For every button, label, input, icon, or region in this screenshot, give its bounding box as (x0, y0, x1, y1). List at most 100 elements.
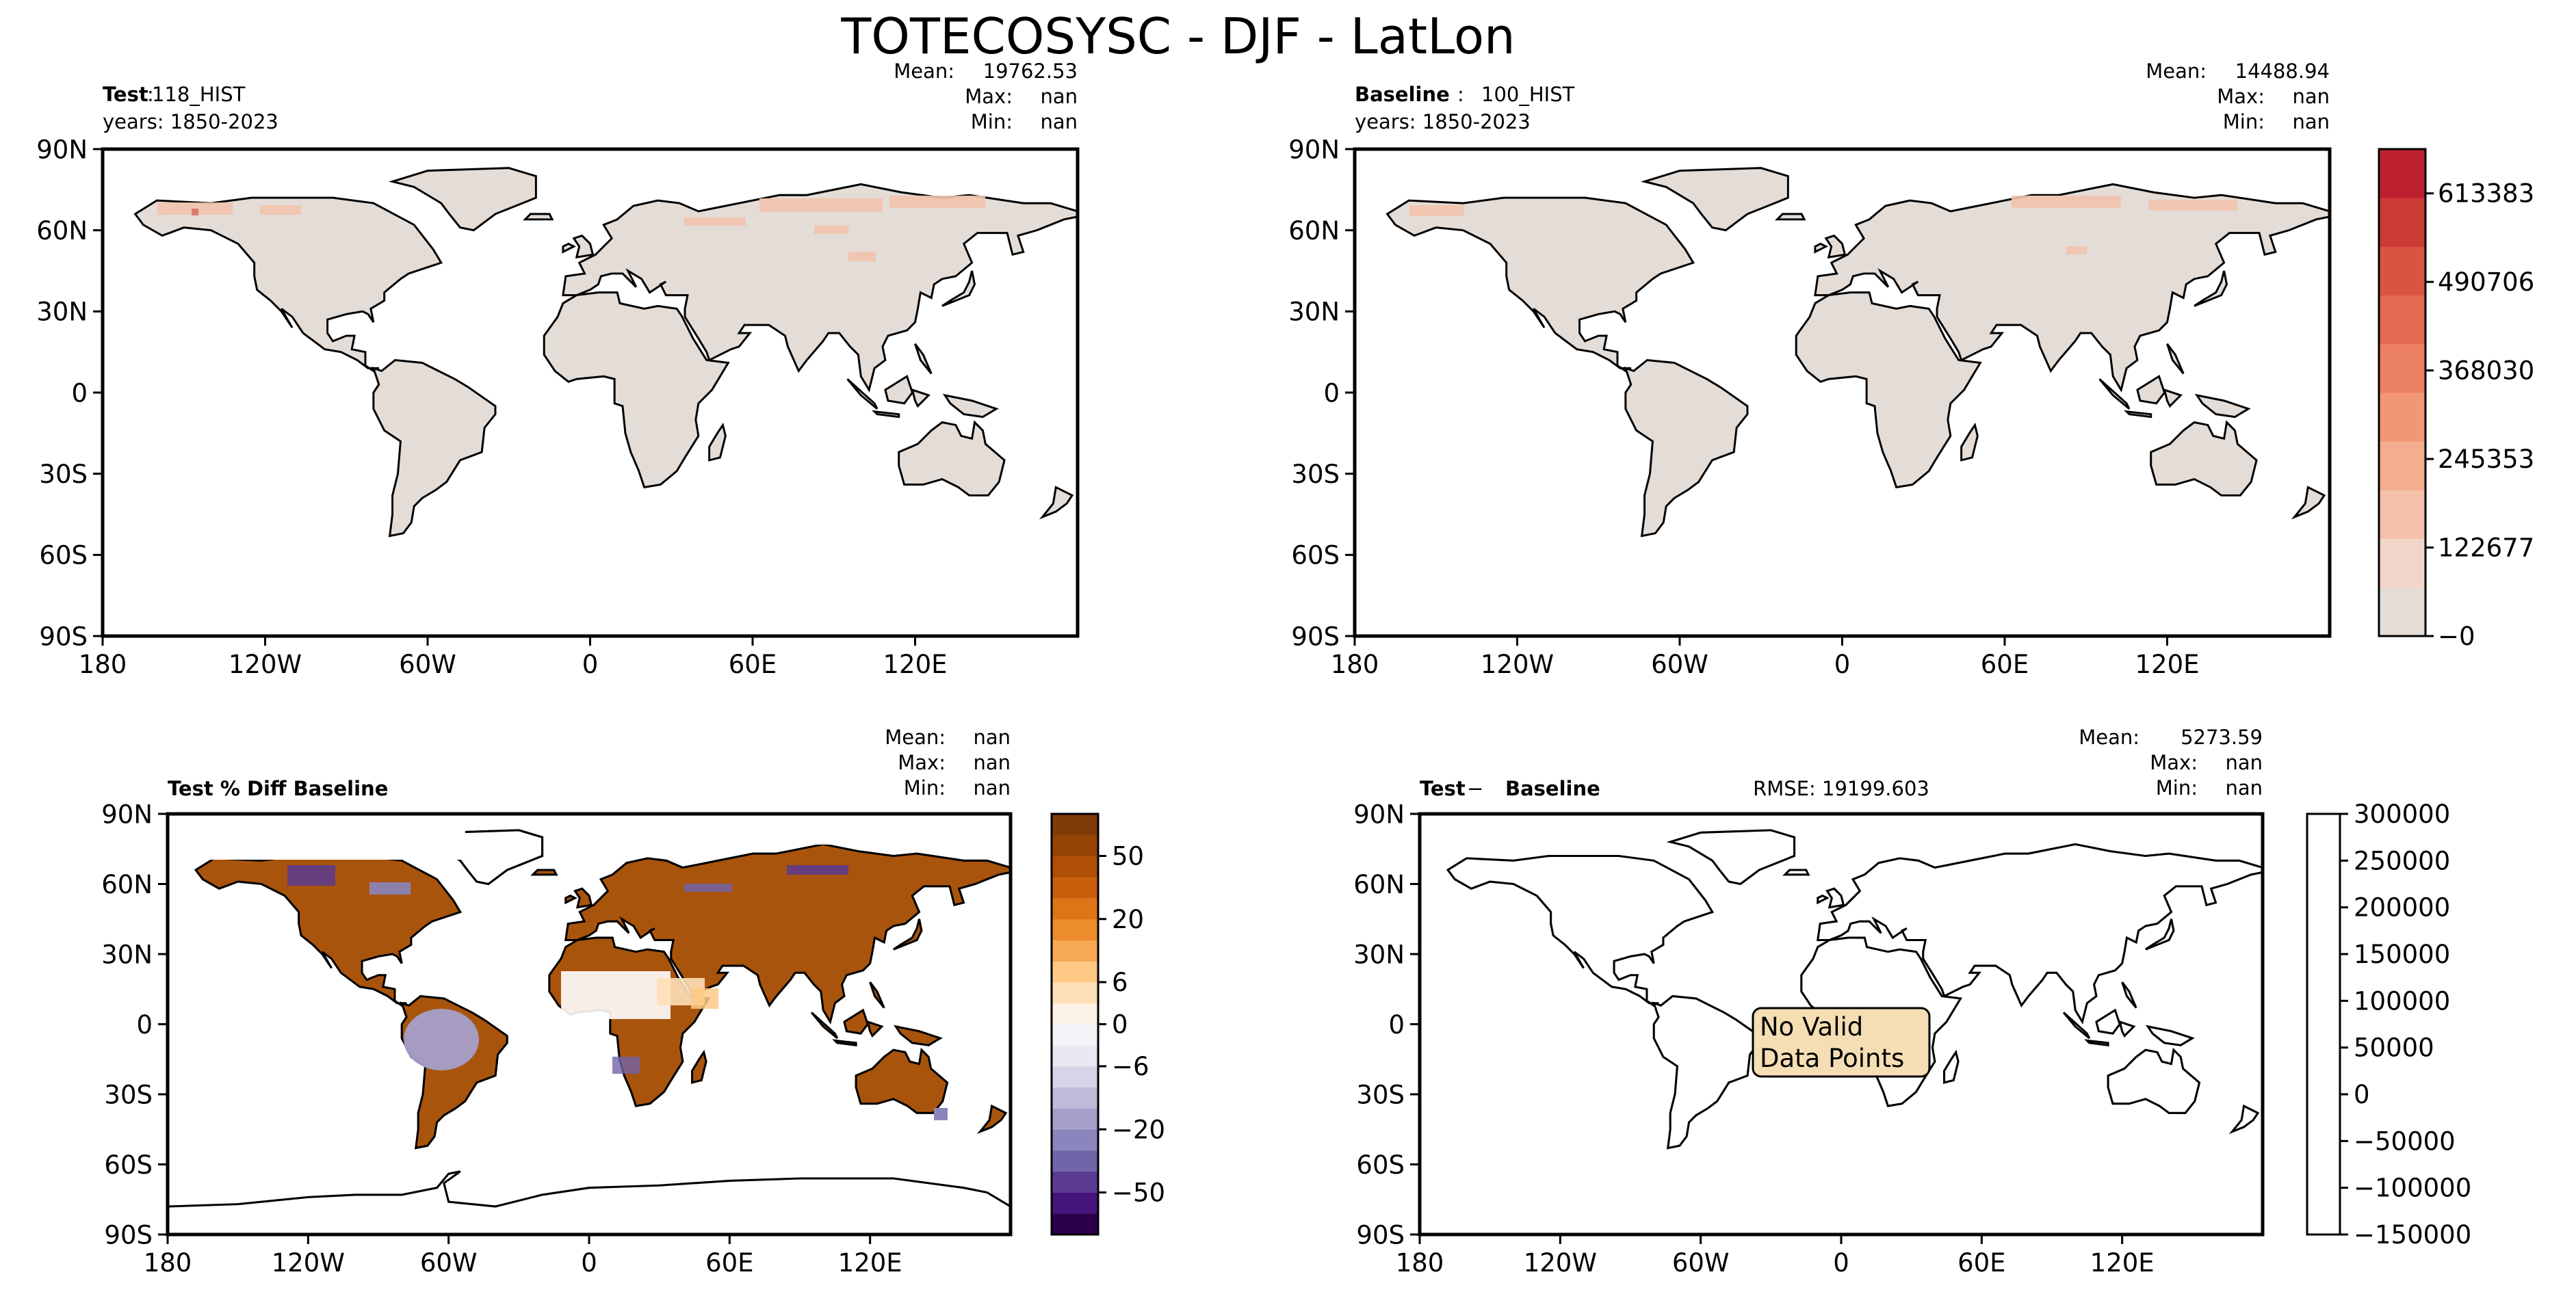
colorbar-segment (2379, 149, 2425, 198)
stat-mean-label: Mean: (894, 60, 954, 83)
colorbar-tick-label: 0 (1112, 1010, 1128, 1040)
x-tick-label: 60W (399, 650, 456, 679)
panel-baseline-ticks: 180 120W 60W 0 60E 120E 90N 60N 30N 0 30S 60S 90S (1288, 135, 2199, 679)
y-tick-label: 30N (101, 940, 153, 969)
colorbar-diff: 300000 250000 200000 150000 100000 50000 0 −500… (2306, 800, 2471, 1250)
colorbar-segment (1052, 1087, 1098, 1109)
panel-diff-label-bold: Test (1420, 777, 1466, 800)
stat-mean-label: Mean: (885, 726, 946, 749)
colorbar-body (2306, 813, 2341, 1236)
x-tick-label: 60E (1957, 1248, 2005, 1278)
colorbar-segment (1052, 1150, 1098, 1172)
svg-text::: : (147, 83, 154, 106)
stat-min-label: Min: (2223, 110, 2265, 133)
y-tick-label: 60N (1288, 216, 1340, 246)
colorbar-tick-label: 490706 (2438, 267, 2534, 297)
colorbar-tick-label: 122677 (2438, 533, 2534, 563)
stat-min-value: nan (1040, 110, 1078, 133)
colorbar-tick-label: 368030 (2438, 356, 2534, 386)
stat-min-label: Min: (2156, 776, 2198, 800)
x-tick-label: 120W (1481, 650, 1554, 679)
panel-diff-label-op: − (1467, 777, 1483, 800)
panel-test-years: years: 1850-2023 (103, 110, 278, 133)
colorbar-tick-label: 6 (1112, 968, 1128, 997)
colorbar-tick-label: 200000 (2354, 893, 2450, 923)
y-tick-label: 60S (104, 1150, 153, 1180)
panel-baseline-land (1385, 166, 2330, 538)
panel-test-label-bold: Test (103, 83, 148, 106)
colorbar-segment (1052, 877, 1098, 899)
panel-test: Test 118_HIST : years: 1850-2023 Mean: 1… (36, 60, 1080, 679)
panel-diff-stats: Mean: 5273.59 Max: nan Min: nan (2079, 726, 2263, 800)
panel-baseline: Baseline : 100_HIST years: 1850-2023 Mea… (1288, 60, 2534, 679)
colorbar-segment (2379, 246, 2425, 296)
x-tick-label: 60W (1651, 650, 1708, 679)
panel-test-ticks: 180 120W 60W 0 60E 120E 90N 60N 30N 0 30S 60S 90S (36, 135, 947, 679)
x-tick-label: 120E (838, 1248, 902, 1278)
y-tick-label: 90S (1291, 622, 1340, 651)
colorbar-tick-label: −100000 (2354, 1174, 2471, 1203)
colorbar-tick-label: −0 (2438, 622, 2475, 651)
colorbar-segment (1052, 1003, 1098, 1025)
x-tick-label: 180 (1396, 1248, 1444, 1278)
x-tick-label: 120E (2135, 650, 2200, 679)
colorbar-tick-label: 100000 (2354, 986, 2450, 1016)
panel-test-highlights (157, 196, 985, 261)
panel-pct-diff-ticks: 180 120W 60W 0 60E 120E 90N 60N 30N 0 30S 60S 90S (101, 800, 902, 1278)
stat-max-value: nan (2225, 751, 2263, 774)
x-tick-label: 120W (229, 650, 302, 679)
y-tick-label: 60S (1356, 1150, 1405, 1180)
no-data-box: No Valid Data Points (1752, 1007, 1931, 1078)
y-tick-label: 30N (1288, 298, 1340, 327)
x-tick-label: 60W (420, 1248, 478, 1278)
y-tick-label: 90N (101, 800, 153, 829)
panel-diff-ticks: 180 120W 60W 0 60E 120E 90N 60N 30N 0 30S 60S 90S (1353, 800, 2154, 1278)
x-tick-label: 120W (1524, 1248, 1597, 1278)
stat-max-label: Max: (2150, 751, 2198, 774)
colorbar-segment (1052, 961, 1098, 983)
colorbar-tick-label: 150000 (2354, 940, 2450, 969)
panel-diff: Test − Baseline RMSE: 19199.603 Mean: 52… (1353, 726, 2471, 1278)
x-tick-label: 60W (1672, 1248, 1730, 1278)
x-tick-label: 0 (1833, 1248, 1849, 1278)
panel-test-stats: Mean: 19762.53 Max: nan Min: nan (894, 60, 1078, 133)
colorbar-tick-label: −50000 (2354, 1126, 2456, 1156)
stat-max-value: nan (973, 751, 1011, 774)
panel-baseline-label-bold: Baseline (1355, 83, 1450, 106)
x-tick-label: 60E (729, 650, 777, 679)
x-tick-label: 180 (144, 1248, 192, 1278)
stat-min-value: nan (973, 776, 1011, 800)
no-data-text-2: Data Points (1760, 1044, 1904, 1073)
colorbar-segment (1052, 1108, 1098, 1130)
y-tick-label: 30S (39, 460, 88, 489)
y-tick-label: 60N (1353, 870, 1405, 899)
stat-mean-label: Mean: (2146, 60, 2207, 83)
colorbar-tick-label: 300000 (2354, 800, 2450, 829)
y-tick-label: 90N (36, 135, 88, 164)
colorbar-segment (2379, 393, 2425, 442)
panel-diff-rmse: RMSE: 19199.603 (1753, 777, 1929, 800)
y-tick-label: 90S (1356, 1220, 1405, 1250)
y-tick-label: 60S (1291, 541, 1340, 570)
stat-mean-value: 14488.94 (2235, 60, 2330, 83)
stat-mean-value: 19762.53 (983, 60, 1078, 83)
x-tick-label: 120E (883, 650, 948, 679)
colorbar-segment (1052, 940, 1098, 962)
stat-max-label: Max: (965, 85, 1013, 108)
colorbar-segment (1052, 1171, 1098, 1193)
y-tick-label: 60N (101, 870, 153, 899)
stat-min-label: Min: (904, 776, 946, 800)
panel-test-land (133, 166, 1078, 538)
stat-min-value: nan (2225, 776, 2263, 800)
colorbar-segment (2379, 587, 2425, 637)
stat-mean-label: Mean: (2079, 726, 2139, 749)
x-tick-label: 0 (1834, 650, 1851, 679)
colorbar-segment (1052, 982, 1098, 1004)
x-tick-label: 0 (581, 1248, 597, 1278)
x-tick-label: 0 (582, 650, 599, 679)
colorbar-tick-label: −50 (1112, 1178, 1165, 1208)
colorbar-segment (1052, 1066, 1098, 1088)
colorbar-segment (2379, 490, 2425, 540)
panel-diff-label-bold2: Baseline (1505, 777, 1600, 800)
colorbar-oranges: −0 122677 245353 368030 490706 613383 (2378, 148, 2534, 651)
